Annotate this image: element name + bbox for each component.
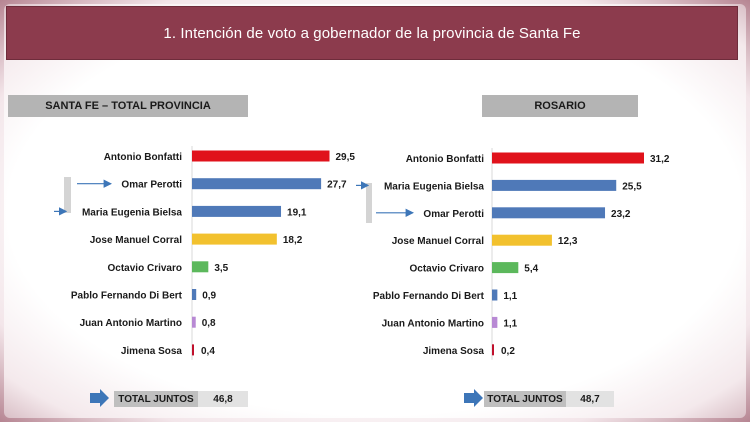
left-highlight-bracket [64,177,71,213]
left-value-label: 3,5 [214,263,228,274]
right-highlight-bracket [366,183,372,223]
right-total-arrow-icon [464,389,483,407]
right-category-label: Maria Eugenia Bielsa [384,181,484,192]
left-category-label: Omar Perotti [121,180,182,191]
slide-background [4,4,746,418]
right-category-label: Pablo Fernando Di Bert [373,291,485,302]
right-value-label: 31,2 [650,154,670,165]
right-category-label: Jimena Sosa [423,346,485,357]
right-value-label: 1,1 [503,291,517,302]
right-value-label: 12,3 [558,236,578,247]
left-value-label: 29,5 [336,152,356,163]
right-total-value: 48,7 [566,391,614,407]
right-bar [492,207,606,219]
right-value-label: 0,2 [501,346,515,357]
right-value-label: 5,4 [524,264,538,275]
left-total-box: TOTAL JUNTOS 46,8 [114,391,248,407]
left-total-arrow-icon [90,389,109,407]
right-total-box: TOTAL JUNTOS 48,7 [484,391,614,407]
slide-title: 1. Intención de voto a gobernador de la … [163,24,581,42]
left-value-label: 0,8 [202,318,216,329]
left-value-label: 0,4 [201,346,215,357]
right-category-label: Omar Perotti [423,209,484,220]
right-category-label: Juan Antonio Martino [382,318,484,329]
left-value-label: 0,9 [202,291,216,302]
left-bar [192,178,322,190]
left-value-label: 27,7 [327,180,347,191]
left-category-label: Juan Antonio Martino [80,318,182,329]
right-total-label: TOTAL JUNTOS [484,391,566,407]
left-panel-title: SANTA FE – TOTAL PROVINCIA [45,100,211,112]
left-bar-chart: Antonio Bonfatti 29,5 Omar Perotti 27,7 Mari… [54,146,355,360]
right-category-label: Jose Manuel Corral [392,236,484,247]
left-category-label: Jose Manuel Corral [90,235,182,246]
left-bar [192,233,277,245]
right-panel-header: ROSARIO [482,95,638,117]
right-category-label: Antonio Bonfatti [406,154,485,165]
left-bar [192,150,330,162]
right-bar [492,179,617,191]
left-category-label: Antonio Bonfatti [104,152,183,163]
right-bar [492,262,519,274]
right-value-label: 1,1 [503,318,517,329]
right-bar-chart: Antonio Bonfatti 31,2 Maria Eugenia Bielsa… [356,148,670,360]
left-bar [192,344,194,356]
right-value-label: 23,2 [611,209,631,220]
left-value-label: 19,1 [287,207,307,218]
title-bar: 1. Intención de voto a gobernador de la … [6,6,738,60]
left-category-label: Octavio Crivaro [108,263,182,274]
left-category-label: Jimena Sosa [121,346,183,357]
right-bar [492,152,644,164]
right-category-label: Octavio Crivaro [410,264,484,275]
left-bar [192,289,197,300]
right-panel-title: ROSARIO [534,100,586,112]
left-category-label: Pablo Fernando Di Bert [71,291,183,302]
left-total-label: TOTAL JUNTOS [114,391,198,407]
right-bar [492,344,494,356]
right-bar [492,289,498,301]
left-bar [192,205,282,217]
right-value-label: 25,5 [622,181,642,192]
left-bar [192,261,209,273]
left-bar [192,316,196,328]
left-total-value: 46,8 [198,391,248,407]
right-bar [492,316,498,328]
left-value-label: 18,2 [283,235,303,246]
right-bar [492,234,552,246]
left-panel-header: SANTA FE – TOTAL PROVINCIA [8,95,248,117]
left-category-label: Maria Eugenia Bielsa [82,207,182,218]
